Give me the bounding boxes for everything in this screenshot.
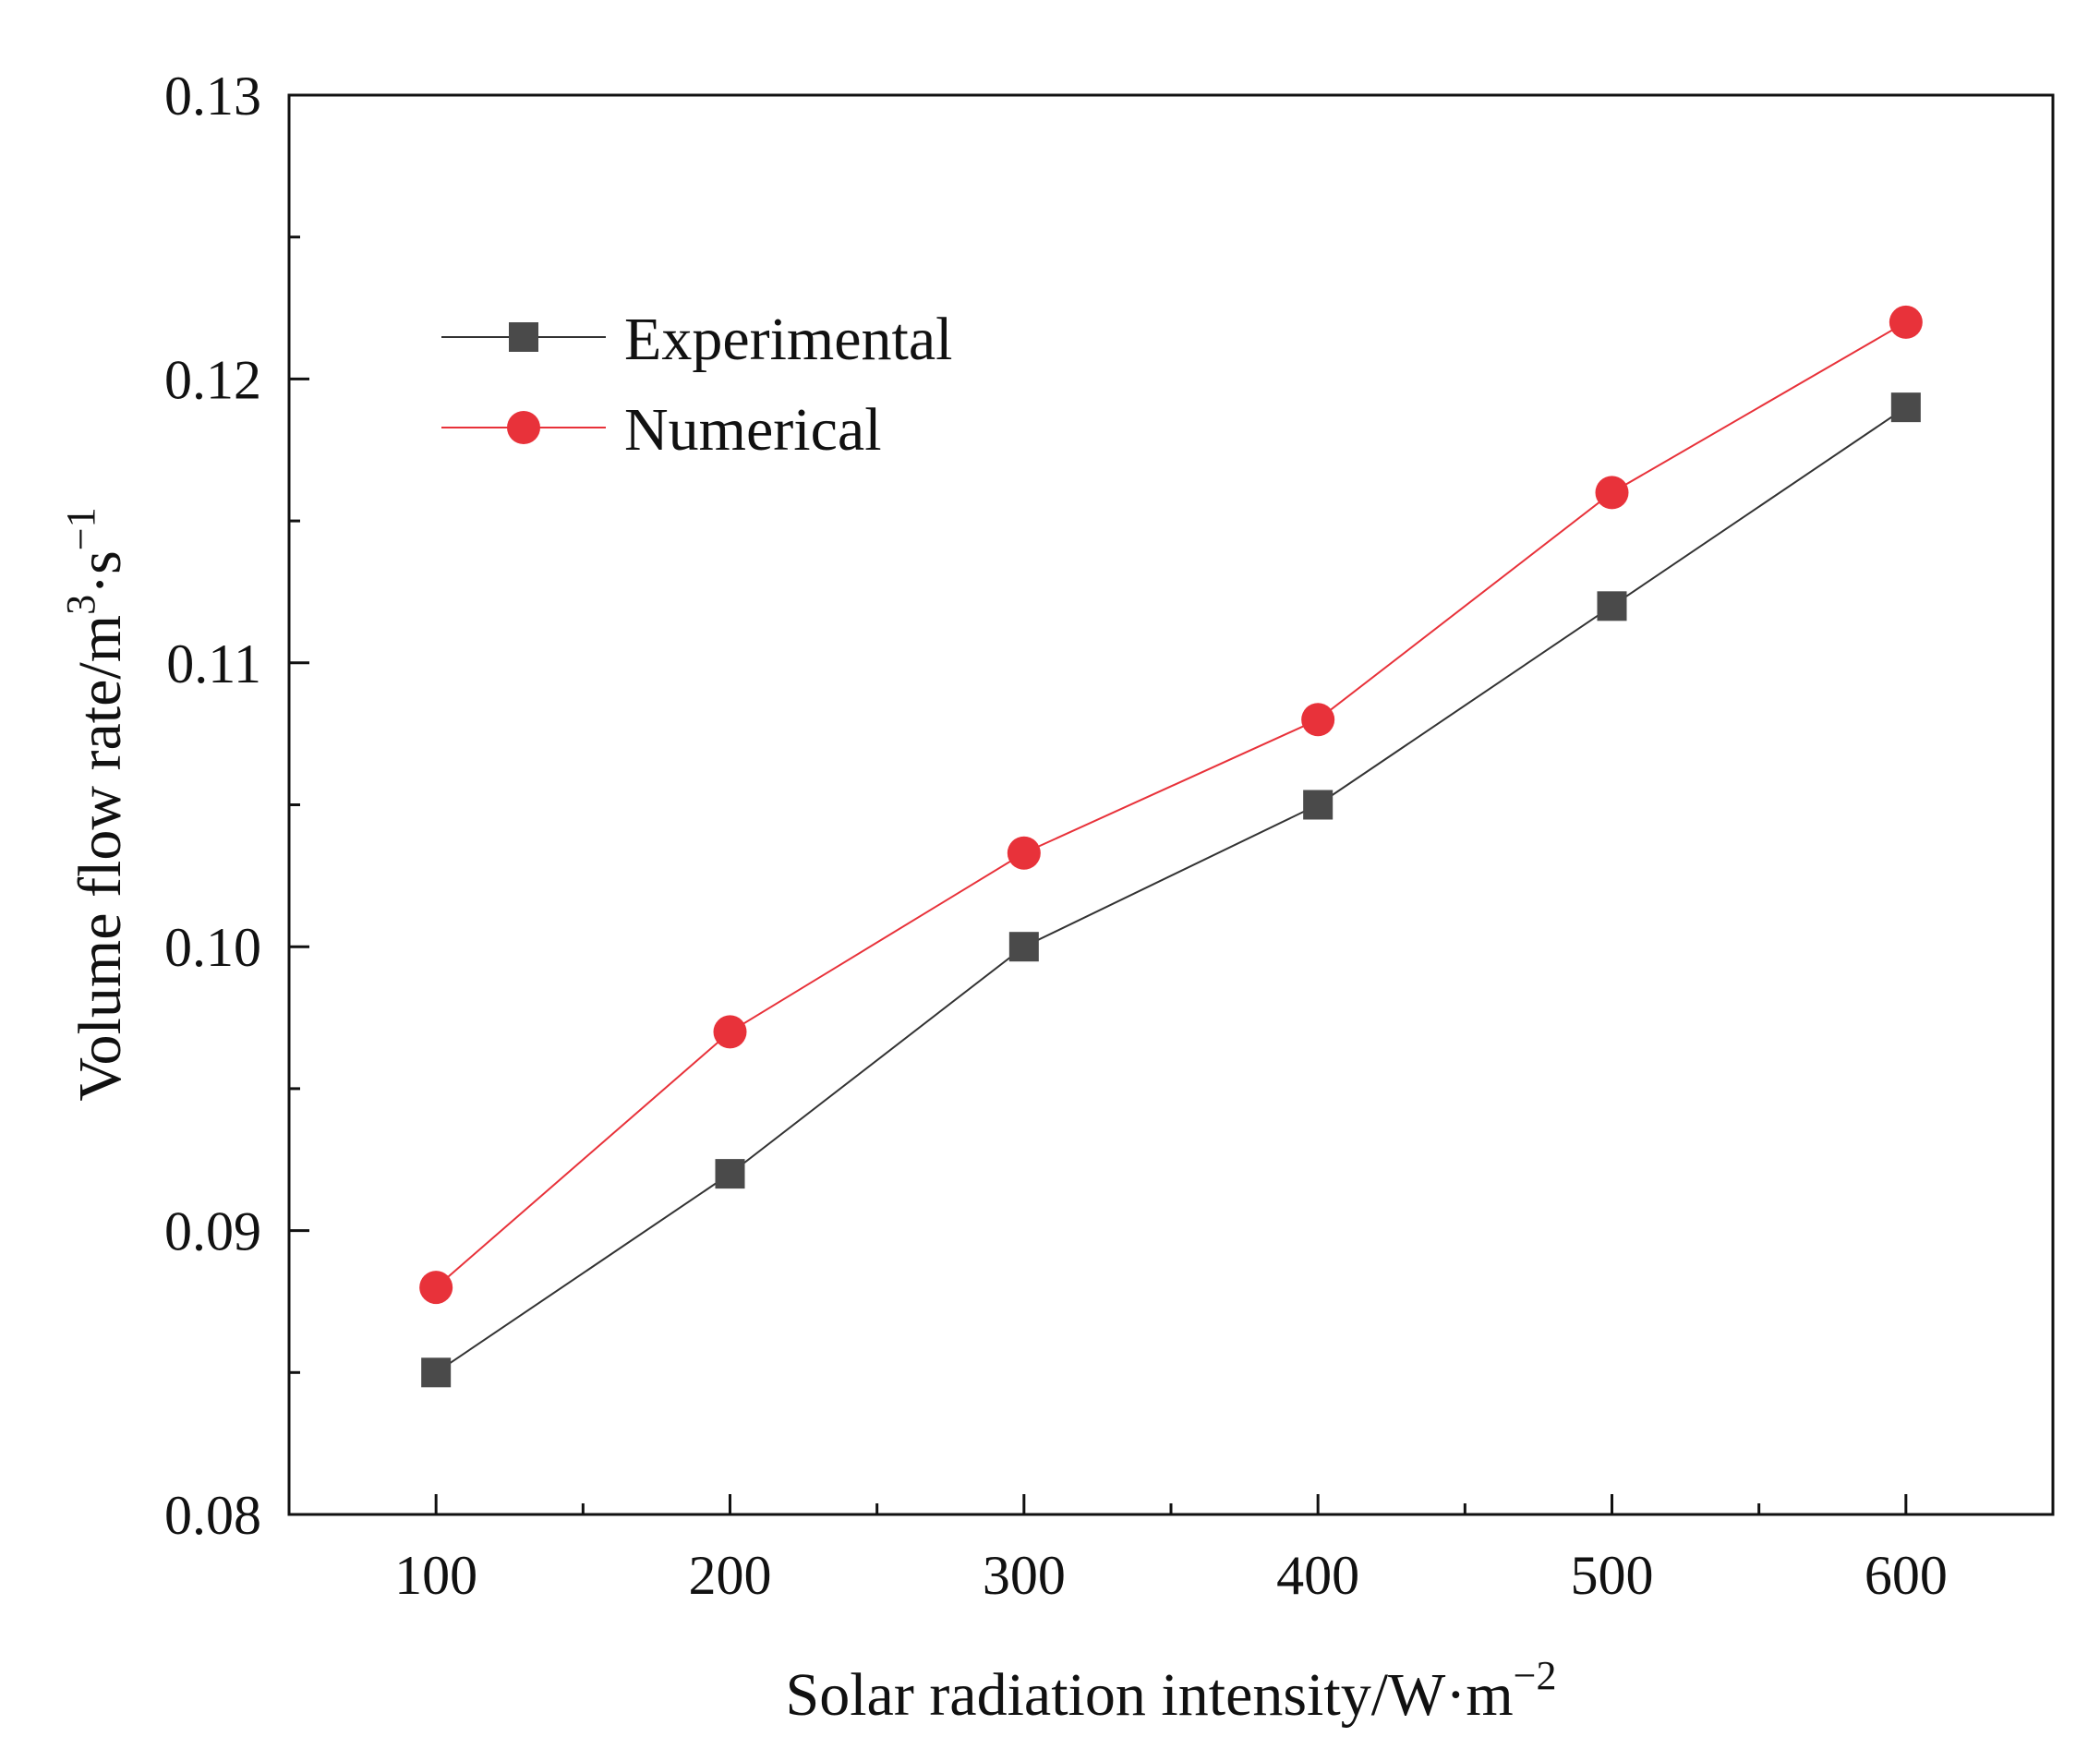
data-point-experimental (1303, 790, 1334, 820)
series-markers (419, 305, 1923, 1388)
data-point-numerical (1889, 305, 1923, 339)
x-axis-label: Solar radiation intensity/W·m−2 (786, 1653, 1557, 1729)
data-point-numerical (713, 1015, 747, 1049)
x-tick-label: 200 (689, 1545, 772, 1606)
y-axis-label-sup1: 3 (58, 595, 103, 615)
series-lines (435, 321, 1907, 1374)
legend-marker-circle (507, 411, 540, 444)
series-line-experimental (435, 406, 1907, 1374)
y-tick-label: 0.08 (164, 1485, 261, 1546)
y-tick-label: 0.11 (166, 633, 261, 694)
y-tick-label: 0.10 (164, 917, 261, 978)
legend-label-numerical: Numerical (624, 396, 882, 464)
data-point-experimental (1890, 392, 1921, 423)
x-tick-label: 600 (1865, 1545, 1948, 1606)
y-tick-label: 0.13 (164, 66, 261, 127)
y-axis-label-part2: ·s (66, 550, 134, 595)
data-point-numerical (1595, 476, 1629, 510)
data-point-experimental (1008, 932, 1039, 962)
y-tick-label: 0.12 (164, 349, 261, 410)
y-axis-label-sup2: −1 (58, 507, 103, 550)
data-point-experimental (1597, 591, 1627, 621)
legend-marker-square (509, 322, 538, 352)
data-point-experimental (421, 1357, 452, 1388)
data-point-experimental (715, 1159, 745, 1189)
series-line-numerical (435, 321, 1907, 1288)
legend: Experimental Numerical (441, 306, 953, 464)
data-point-numerical (419, 1271, 453, 1305)
y-axis-label: Volume flow rate/m3·s−1 (58, 507, 134, 1101)
legend-label-experimental: Experimental (624, 306, 953, 373)
x-axis-label-base: Solar radiation intensity/W·m (786, 1661, 1514, 1729)
data-point-numerical (1007, 836, 1041, 870)
x-axis-label-superscript: −2 (1514, 1653, 1557, 1698)
x-tick-label: 400 (1276, 1545, 1359, 1606)
data-point-numerical (1301, 703, 1335, 737)
x-tick-label: 300 (983, 1545, 1066, 1606)
y-axis-label-part1: Volume flow rate/m (66, 615, 134, 1102)
plot-frame (287, 93, 2055, 1516)
x-tick-label: 100 (394, 1545, 477, 1606)
y-tick-label: 0.09 (164, 1201, 261, 1262)
x-tick-label: 500 (1571, 1545, 1654, 1606)
tick-labels: 100 200 300 400 500 600 0.08 0.09 0.10 0.11 0.12 0.… (164, 66, 1948, 1606)
